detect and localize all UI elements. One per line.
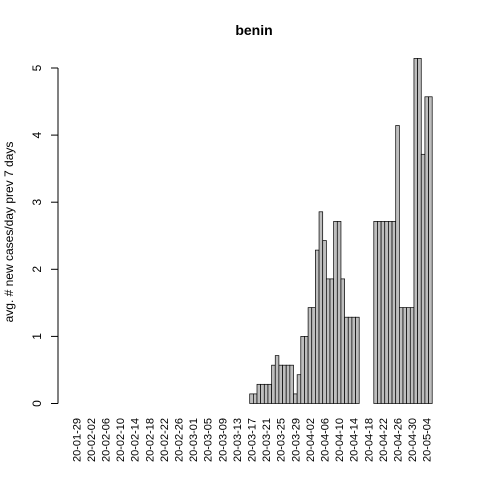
x-tick-label: 20-04-22 [378, 418, 390, 462]
x-tick-label: 20-03-21 [261, 418, 273, 462]
bar-20-04-08 [329, 278, 335, 404]
x-tick-label: 20-03-17 [247, 418, 259, 462]
x-tick-label: 20-02-22 [159, 418, 171, 462]
bar-20-04-24 [388, 221, 393, 404]
y-tick-label: 4 [30, 131, 44, 138]
x-tick-label: 20-03-09 [217, 418, 229, 462]
x-tick-label: 20-05-04 [422, 418, 434, 462]
bar-20-03-22 [267, 383, 272, 404]
bar-20-04-14 [351, 316, 356, 404]
x-tick-label: 20-04-06 [320, 418, 332, 462]
bar-20-03-25 [278, 364, 283, 404]
bar-20-04-07 [326, 278, 331, 404]
bar-20-05-02 [417, 58, 422, 404]
bar-20-03-28 [289, 364, 294, 404]
bar-20-03-19 [256, 383, 262, 404]
bar-20-04-21 [377, 221, 382, 404]
x-tick-label: 20-02-10 [115, 418, 127, 462]
bar-20-03-27 [285, 364, 291, 404]
bar-20-03-24 [274, 355, 280, 404]
bar-20-03-31 [300, 336, 305, 404]
bar-20-03-20 [260, 383, 265, 404]
bar-20-05-01 [413, 58, 418, 404]
bar-20-03-21 [263, 383, 269, 404]
bar-20-03-17 [249, 393, 254, 404]
x-tick-label: 20-03-01 [188, 418, 200, 462]
bar-20-05-04 [424, 96, 429, 404]
y-tick-label: 0 [30, 400, 44, 407]
y-tick-label: 3 [30, 199, 44, 206]
y-axis: 0 1 2 3 4 5 [30, 64, 59, 407]
bar-20-05-05 [428, 96, 433, 404]
bar-20-05-03 [420, 153, 426, 404]
x-tick-label: 20-03-29 [290, 418, 302, 462]
x-tick-label: 20-02-26 [174, 418, 186, 462]
bar-20-03-29 [293, 393, 298, 404]
bar-20-04-11 [340, 278, 345, 404]
x-tick-label: 20-01-29 [71, 418, 83, 462]
bar-20-04-23 [384, 221, 389, 404]
y-tick-label: 2 [30, 266, 44, 273]
bar-20-03-18 [253, 393, 258, 404]
bar-20-04-03 [311, 307, 316, 404]
x-axis: 20-01-29 20-02-02 20-02-06 20-02-10 20-02-14… [71, 418, 433, 462]
x-tick-label: 20-04-14 [349, 418, 361, 462]
bar-20-04-15 [355, 316, 360, 404]
x-tick-label: 20-03-13 [232, 418, 244, 462]
x-tick-label: 20-03-05 [203, 418, 215, 462]
x-tick-label: 20-04-18 [363, 418, 375, 462]
bar-20-04-02 [307, 307, 313, 404]
x-tick-label: 20-02-06 [101, 418, 113, 462]
bar-20-04-26 [395, 125, 400, 404]
x-tick-label: 20-02-02 [86, 418, 98, 462]
bar-20-04-04 [315, 249, 320, 404]
bar-20-04-30 [409, 307, 415, 404]
bar-20-04-10 [336, 221, 342, 404]
bar-20-04-12 [344, 316, 349, 404]
bar-20-03-23 [271, 364, 276, 404]
x-tick-label: 20-04-26 [393, 418, 405, 462]
y-tick-label: 5 [30, 64, 44, 71]
bar-20-04-06 [322, 240, 327, 404]
bar-20-04-09 [333, 221, 338, 404]
bars-group [249, 58, 433, 404]
bar-20-03-30 [296, 374, 302, 404]
x-tick-label: 20-02-14 [130, 418, 142, 462]
bar-20-04-20 [373, 221, 378, 404]
x-tick-label: 20-02-18 [144, 418, 156, 462]
bar-20-04-25 [391, 221, 397, 404]
bar-20-04-27 [399, 307, 404, 404]
x-tick-label: 20-04-30 [407, 418, 419, 462]
bar-20-04-28 [402, 307, 408, 404]
bar-20-03-26 [282, 364, 287, 404]
x-tick-label: 20-04-02 [305, 418, 317, 462]
bar-20-04-01 [304, 336, 309, 404]
y-tick-label: 1 [30, 333, 44, 340]
x-tick-label: 20-04-10 [334, 418, 346, 462]
bar-20-04-05 [318, 211, 324, 404]
x-tick-label: 20-03-25 [276, 418, 288, 462]
y-axis-label: avg. # new cases/day prev 7 days [2, 142, 16, 323]
bar-20-04-13 [347, 316, 353, 404]
bar-20-04-29 [406, 307, 411, 404]
bar-20-04-22 [380, 221, 386, 404]
chart-title: benin [235, 22, 272, 38]
